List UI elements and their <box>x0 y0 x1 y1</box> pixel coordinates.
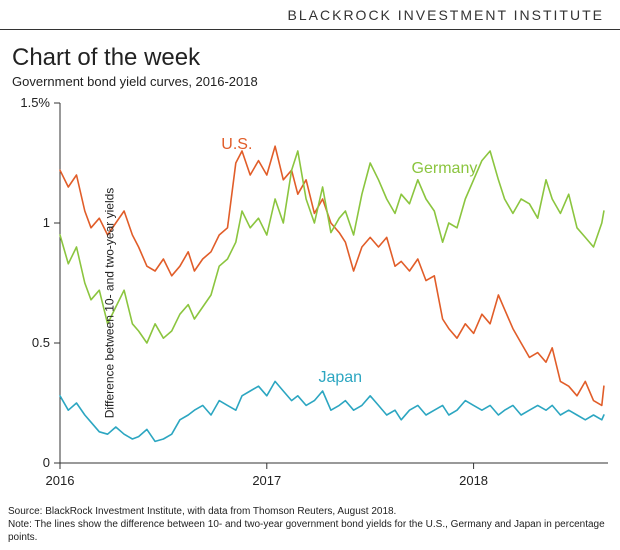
footer: Source: BlackRock Investment Institute, … <box>8 505 612 544</box>
svg-text:1: 1 <box>43 215 50 230</box>
chart: 0 0.5 1 1.5% 2016 2017 2018 Difference between… <box>0 93 620 513</box>
svg-text:1.5%: 1.5% <box>20 95 50 110</box>
svg-text:0: 0 <box>43 455 50 470</box>
chart-svg: 0 0.5 1 1.5% 2016 2017 2018 <box>0 93 620 513</box>
series-label-japan: Japan <box>318 369 362 387</box>
svg-text:2018: 2018 <box>459 473 488 488</box>
y-axis-label: Difference between 10- and two-year yiel… <box>102 188 116 419</box>
title-block: Chart of the week Government bond yield … <box>0 30 620 93</box>
svg-text:2017: 2017 <box>252 473 281 488</box>
series-label-germany: Germany <box>412 160 478 178</box>
series-label-us: U.S. <box>221 136 252 154</box>
footer-note: Note: The lines show the difference betw… <box>8 518 612 544</box>
brand-part3: INSTITUTE <box>514 7 604 23</box>
card: BLACKROCK INVESTMENT INSTITUTE Chart of … <box>0 0 620 550</box>
brand: BLACKROCK INVESTMENT INSTITUTE <box>288 7 604 23</box>
svg-text:2016: 2016 <box>46 473 75 488</box>
header-bar: BLACKROCK INVESTMENT INSTITUTE <box>0 0 620 30</box>
page-title: Chart of the week <box>12 44 608 72</box>
svg-text:0.5: 0.5 <box>32 335 50 350</box>
page-subtitle: Government bond yield curves, 2016-2018 <box>12 74 608 89</box>
brand-part2: INVESTMENT <box>398 7 508 23</box>
brand-part1: BLACKROCK <box>288 7 392 23</box>
footer-source: Source: BlackRock Investment Institute, … <box>8 505 612 518</box>
